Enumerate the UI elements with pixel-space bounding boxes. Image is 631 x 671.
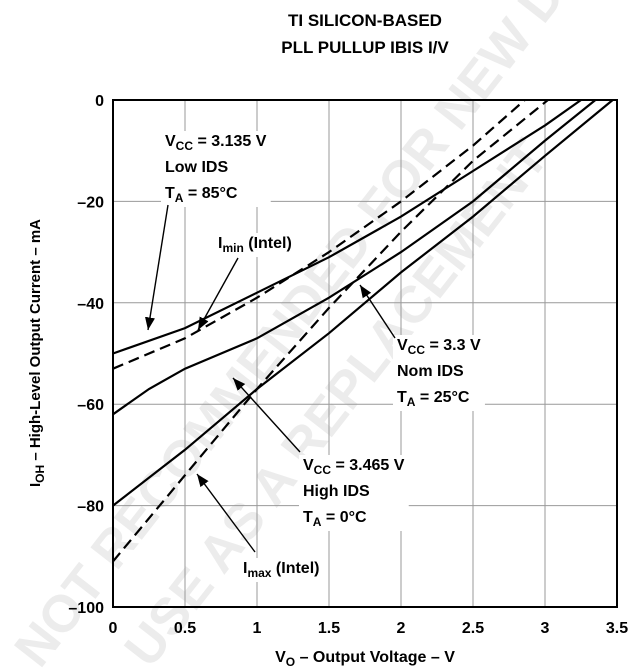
x-tick-label: 0 (109, 620, 118, 637)
annotation-text: VCC = 3.135 V (165, 133, 267, 153)
annotation-text-sub: CC (408, 343, 426, 357)
y-axis-label-main: I (27, 483, 44, 487)
annotation-text: TA = 0°C (303, 509, 367, 529)
leader (232, 377, 301, 453)
annotation-text-main: I (218, 235, 222, 252)
annotation-text-rest: = 3.3 V (425, 337, 481, 354)
curve (112, 99, 597, 416)
curve (112, 99, 614, 507)
annotation-text: Imin (Intel) (218, 235, 292, 255)
y-axis-label-rest: – High-Level Output Current – mA (27, 219, 44, 465)
x-axis-label-rest: – Output Voltage – V (295, 649, 455, 666)
annotation: VCC = 3.135 V Low IDS TA = 85°C (165, 133, 267, 205)
y-axis-label: IOH – High-Level Output Current – mA (27, 219, 47, 487)
watermark-text: USE AS A REPLACEMENT (114, 129, 560, 671)
chart-title: PLL PULLUP IBIS I/V (281, 38, 449, 57)
annotation-text-rest: = 3.135 V (193, 133, 267, 150)
annotation: Imax (Intel) (243, 560, 319, 580)
annotation-text-rest: (Intel) (271, 560, 319, 577)
annotation-text-rest: (Intel) (244, 235, 292, 252)
annotation-text-main: V (303, 457, 314, 474)
y-tick-label: –80 (77, 499, 104, 516)
annotation-text: TA = 85°C (165, 185, 238, 205)
annotation-text-main: T (165, 185, 175, 202)
y-tick-label: –100 (68, 600, 104, 617)
annotation-text-rest: = 85°C (183, 185, 237, 202)
annotation-text-sub: CC (176, 139, 194, 153)
annotation-text: Nom IDS (397, 363, 464, 380)
annotation-text-sub: CC (314, 463, 332, 477)
annotation-text: TA = 25°C (397, 389, 470, 409)
annotation-bg (299, 455, 409, 531)
annotation-bg (239, 558, 324, 582)
x-axis-label-main: V (275, 649, 286, 666)
annotation-text-rest: = 25°C (415, 389, 469, 406)
annotation-text-sub: min (222, 241, 243, 255)
y-tick-label: –20 (77, 194, 104, 211)
annotation-text-rest: = 3.465 V (331, 457, 405, 474)
leader (359, 284, 396, 339)
x-tick-label: 1.5 (318, 620, 340, 637)
curves (112, 99, 614, 563)
annotation-text-main: T (397, 389, 407, 406)
annotation-text: VCC = 3.3 V (397, 337, 481, 357)
x-axis-label: VO – Output Voltage – V (275, 649, 455, 669)
x-tick-label: 2 (397, 620, 406, 637)
curve (112, 99, 582, 355)
annotation: VCC = 3.465 V High IDS TA = 0°C (303, 457, 405, 529)
x-tick-label: 0.5 (174, 620, 196, 637)
annotation-text-sub: A (407, 395, 416, 409)
leader (196, 473, 256, 553)
plot-frame (112, 99, 618, 608)
y-tick-label: –60 (77, 397, 104, 414)
annotation: VCC = 3.3 V Nom IDS TA = 25°C (397, 337, 481, 409)
y-axis-label-sub: OH (33, 465, 47, 483)
annotation-bg (393, 335, 485, 411)
annotation-text: Imax (Intel) (243, 560, 319, 580)
x-tick-label: 3 (541, 620, 550, 637)
annotation-text-main: Low IDS (165, 159, 228, 176)
leader (197, 257, 239, 331)
y-tick-label: –40 (77, 296, 104, 313)
annotation-backgrounds (161, 131, 485, 582)
annotation-text-main: I (243, 560, 247, 577)
y-tick-label: 0 (95, 93, 104, 110)
curve (112, 99, 549, 563)
annotation-text-rest: = 0°C (321, 509, 367, 526)
leader-lines (145, 204, 396, 553)
annotation-text-sub: A (175, 191, 184, 205)
annotation-bg (161, 131, 271, 207)
annotation-text-main: T (303, 509, 313, 526)
annotation-text-main: High IDS (303, 483, 370, 500)
leader (145, 204, 169, 331)
x-axis-label-sub: O (286, 655, 295, 669)
curve (112, 99, 526, 370)
annotation-text: Low IDS (165, 159, 228, 176)
annotation-text-sub: max (247, 566, 271, 580)
annotation-text-sub: A (313, 515, 322, 529)
chart-title: TI SILICON-BASED (288, 11, 442, 30)
annotation-text: VCC = 3.465 V (303, 457, 405, 477)
annotation-bg (214, 233, 296, 257)
annotation-text-main: V (397, 337, 408, 354)
annotation: Imin (Intel) (218, 235, 292, 255)
labels: TI SILICON-BASED PLL PULLUP IBIS I/V 0 0.5 1… (27, 11, 628, 669)
annotation-text: High IDS (303, 483, 370, 500)
x-tick-label: 3.5 (606, 620, 628, 637)
x-tick-label: 1 (253, 620, 262, 637)
annotation-text-main: Nom IDS (397, 363, 464, 380)
x-tick-label: 2.5 (462, 620, 484, 637)
annotation-text-main: V (165, 133, 176, 150)
